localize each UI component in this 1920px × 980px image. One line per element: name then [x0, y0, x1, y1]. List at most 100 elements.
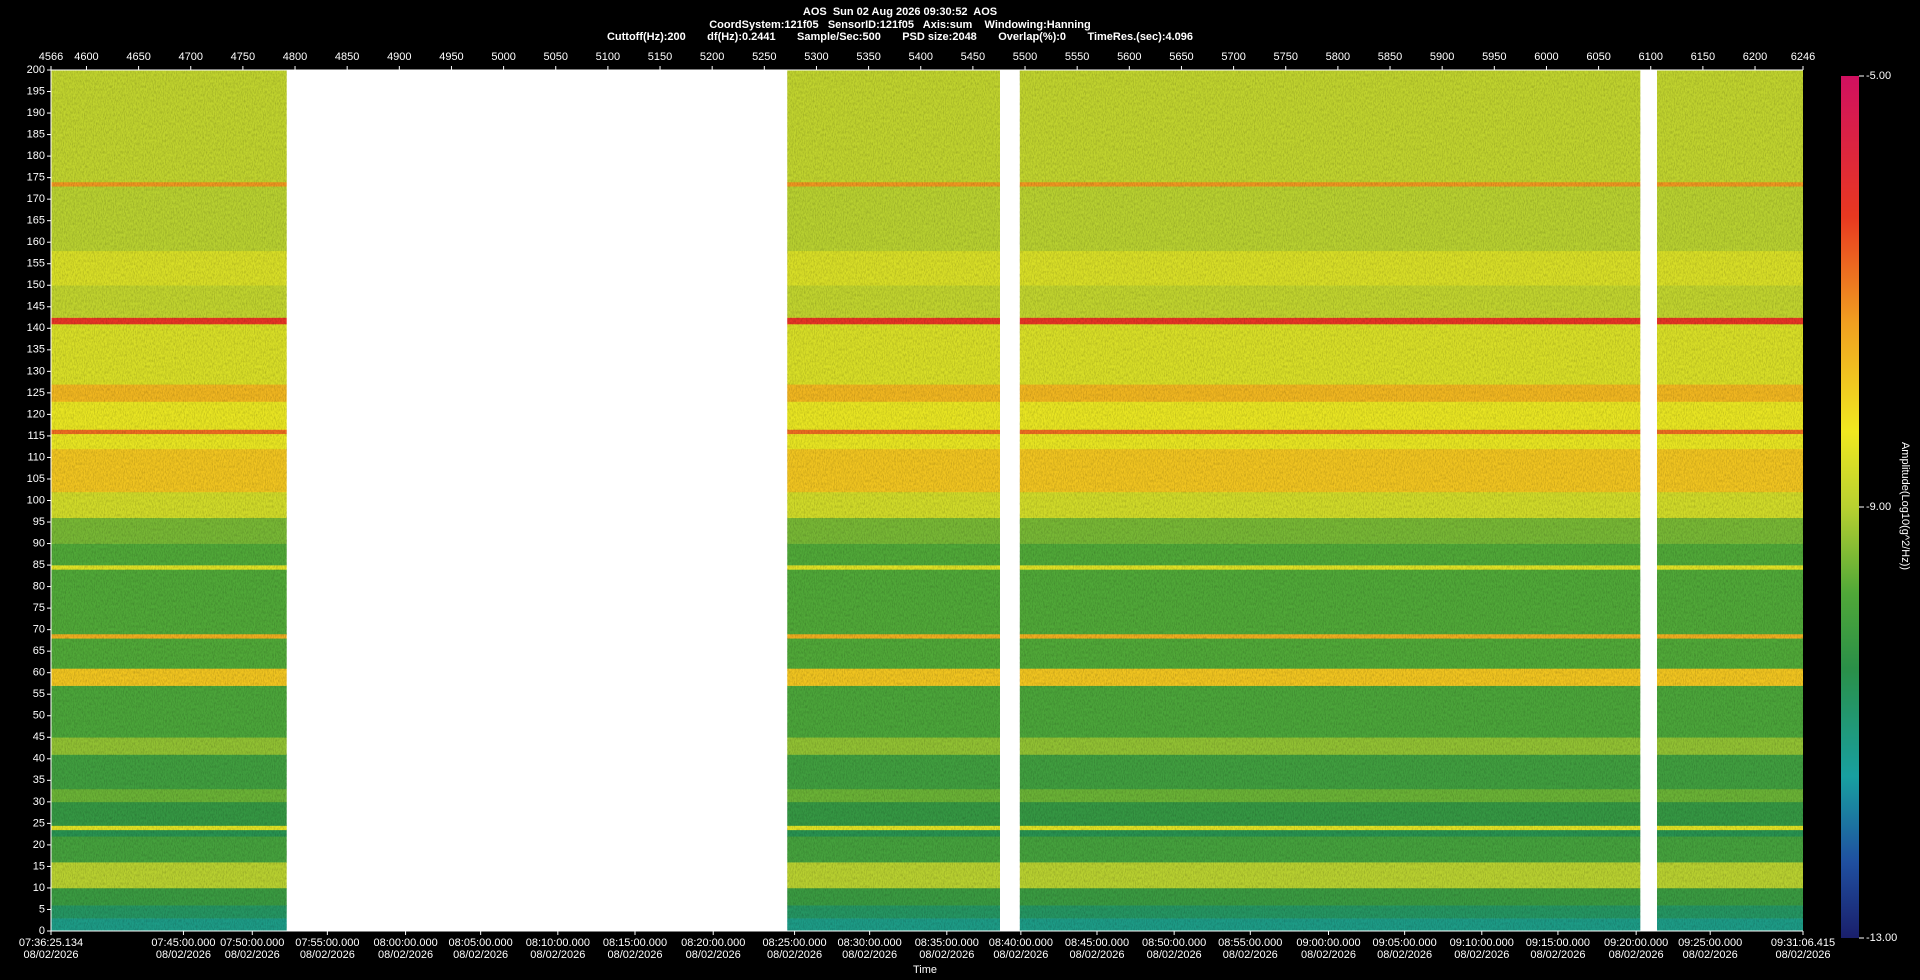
x-tick-label: 6050	[1586, 51, 1610, 63]
y-tick-label: 135	[27, 344, 45, 356]
x-tick-label: 4650	[126, 51, 150, 63]
time-tick-date: 08/02/2026	[1530, 949, 1585, 961]
y-tick-label: 200	[27, 64, 45, 76]
time-tick-label: 09:31:06.415	[1771, 937, 1835, 949]
x-tick-label: 6246	[1791, 51, 1815, 63]
time-tick-date: 08/02/2026	[1609, 949, 1664, 961]
x-tick-label: 5100	[596, 51, 620, 63]
y-tick-label: 110	[27, 451, 45, 463]
time-tick-date: 08/02/2026	[1377, 949, 1432, 961]
x-tick-label: 4600	[74, 51, 98, 63]
time-tick-label: 08:40:00.000	[989, 937, 1053, 949]
y-tick-label: 185	[27, 128, 45, 140]
y-tick-label: 35	[33, 774, 45, 786]
y-tick-label: 100	[27, 494, 45, 506]
time-tick-label: 07:55:00.000	[295, 937, 359, 949]
time-tick-label: 08:15:00.000	[603, 937, 667, 949]
x-tick-label: 4900	[387, 51, 411, 63]
time-tick-date: 08/02/2026	[767, 949, 822, 961]
time-tick-date: 08/02/2026	[1775, 949, 1830, 961]
y-tick-label: 195	[27, 85, 45, 97]
time-tick-label: 08:45:00.000	[1065, 937, 1129, 949]
noise-texture	[51, 70, 287, 931]
title-line: AOS Sun 02 Aug 2026 09:30:52 AOS	[803, 6, 997, 18]
y-tick-label: 70	[33, 624, 45, 636]
time-tick-label: 08:00:00.000	[373, 937, 437, 949]
y-tick-label: 160	[27, 236, 45, 248]
y-tick-label: 60	[33, 667, 45, 679]
time-tick-date: 08/02/2026	[453, 949, 508, 961]
x-tick-label: 5000	[491, 51, 515, 63]
y-tick-label: 115	[27, 430, 45, 442]
x-tick-label: 5050	[544, 51, 568, 63]
time-tick-date: 08/02/2026	[842, 949, 897, 961]
y-tick-label: 10	[33, 882, 45, 894]
y-tick-label: 190	[27, 107, 45, 119]
time-tick-date: 08/02/2026	[530, 949, 585, 961]
x-tick-label: 5750	[1274, 51, 1298, 63]
x-tick-label: 5400	[909, 51, 933, 63]
y-tick-label: 170	[27, 193, 45, 205]
noise-texture	[1657, 70, 1803, 931]
y-tick-label: 180	[27, 150, 45, 162]
x-tick-label: 6000	[1534, 51, 1558, 63]
x-tick-label: 6150	[1691, 51, 1715, 63]
x-tick-label: 4850	[335, 51, 359, 63]
time-tick-date: 08/02/2026	[1454, 949, 1509, 961]
y-tick-label: 175	[27, 172, 45, 184]
time-tick-date: 08/02/2026	[686, 949, 741, 961]
y-tick-label: 105	[27, 473, 45, 485]
y-tick-label: 140	[27, 322, 45, 334]
time-tick-label: 07:45:00.000	[151, 937, 215, 949]
time-tick-date: 08/02/2026	[300, 949, 355, 961]
time-tick-label: 07:50:00.000	[220, 937, 284, 949]
y-tick-label: 80	[33, 581, 45, 593]
y-tick-label: 5	[39, 903, 45, 915]
time-tick-label: 09:20:00.000	[1604, 937, 1668, 949]
y-tick-label: 75	[33, 602, 45, 614]
time-tick-label: 08:50:00.000	[1142, 937, 1206, 949]
x-tick-label: 4750	[231, 51, 255, 63]
y-tick-label: 40	[33, 753, 45, 765]
colorbar-tick-label: -5.00	[1866, 70, 1891, 82]
time-tick-date: 08/02/2026	[23, 949, 78, 961]
x-tick-label: 5500	[1013, 51, 1037, 63]
time-tick-date: 08/02/2026	[993, 949, 1048, 961]
x-tick-label: 5650	[1169, 51, 1193, 63]
time-tick-label: 08:30:00.000	[838, 937, 902, 949]
x-tick-label: 5700	[1221, 51, 1245, 63]
y-tick-label: 50	[33, 710, 45, 722]
time-tick-date: 08/02/2026	[1301, 949, 1356, 961]
x-tick-label: 5300	[804, 51, 828, 63]
x-tick-label: 5900	[1430, 51, 1454, 63]
time-tick-label: 07:36:25.134	[19, 937, 83, 949]
time-tick-label: 09:05:00.000	[1373, 937, 1437, 949]
time-tick-label: 09:15:00.000	[1526, 937, 1590, 949]
time-tick-label: 08:05:00.000	[449, 937, 513, 949]
time-tick-date: 08/02/2026	[1683, 949, 1738, 961]
y-tick-label: 145	[27, 301, 45, 313]
noise-texture	[787, 70, 1000, 931]
x-tick-label: 5800	[1326, 51, 1350, 63]
time-tick-date: 08/02/2026	[1069, 949, 1124, 961]
title-line: CoordSystem:121f05 SensorID:121f05 Axis:…	[709, 19, 1091, 31]
time-tick-date: 08/02/2026	[919, 949, 974, 961]
y-tick-label: 25	[33, 817, 45, 829]
y-tick-label: 130	[27, 365, 45, 377]
time-tick-label: 09:10:00.000	[1450, 937, 1514, 949]
y-tick-label: 20	[33, 839, 45, 851]
x-tick-label: 5550	[1065, 51, 1089, 63]
y-tick-label: 15	[33, 860, 45, 872]
y-tick-label: 45	[33, 731, 45, 743]
time-tick-label: 08:35:00.000	[915, 937, 979, 949]
time-tick-label: 09:00:00.000	[1296, 937, 1360, 949]
y-tick-label: 65	[33, 645, 45, 657]
y-tick-label: 95	[33, 516, 45, 528]
x-tick-label: 5850	[1378, 51, 1402, 63]
time-tick-label: 08:20:00.000	[681, 937, 745, 949]
heatmap	[51, 70, 1803, 932]
time-tick-label: 08:10:00.000	[526, 937, 590, 949]
x-tick-label: 5250	[752, 51, 776, 63]
x-tick-label: 4566	[39, 51, 63, 63]
